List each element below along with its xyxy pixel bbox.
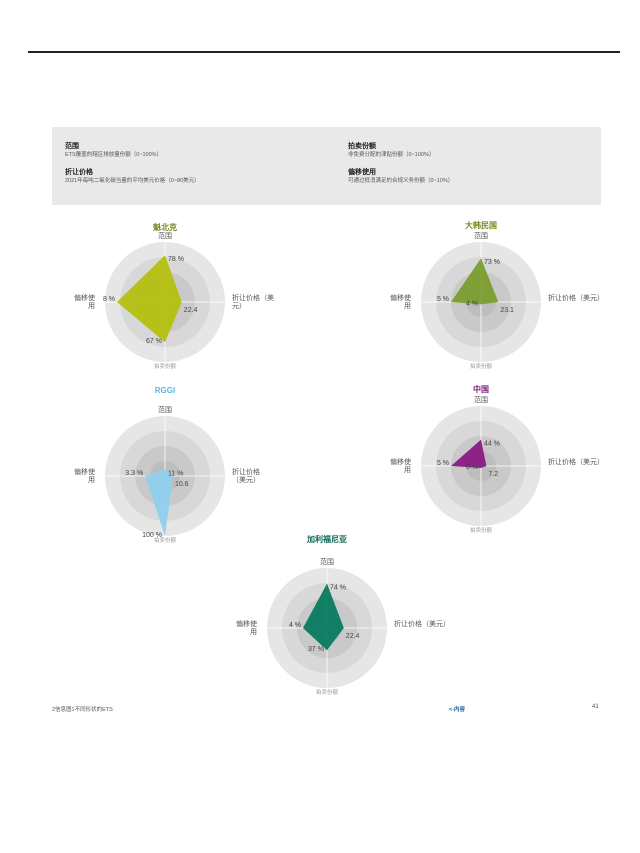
value-label: 23.1 — [500, 307, 514, 314]
axis-label-offset: 偏移使用 — [74, 293, 95, 310]
axis-label-scope: 范围 — [474, 231, 488, 240]
legend-item-price: 折让价格 2021年每吨二氧化碳当量的平均美元价格（0~80美元） — [65, 168, 325, 185]
chart-title: RGGI — [155, 386, 175, 395]
value-label: 67 % — [146, 338, 162, 345]
axis-label-price: 折让价格（美元） — [232, 293, 274, 310]
legend-item-auction: 拍卖份额 非免费分配的津贴份额（0~100%） — [348, 142, 608, 159]
chart-title: 加利福尼亚 — [306, 534, 347, 544]
axis-label-scope: 范围 — [320, 557, 334, 566]
legend-title: 拍卖份额 — [348, 143, 376, 150]
value-label: 8 % — [103, 296, 115, 303]
contents-link[interactable]: <-内容 — [449, 707, 466, 713]
legend-desc: 2021年每吨二氧化碳当量的平均美元价格（0~80美元） — [65, 178, 200, 184]
axis-label-auction: 拍卖份额 — [316, 688, 339, 696]
value-label: 4 % — [289, 622, 301, 629]
axis-label-offset: 偏移使用 — [236, 619, 257, 636]
value-label: 7.2 — [488, 471, 498, 478]
axis-label-price: 折让价格（美元） — [548, 457, 604, 466]
axis-label-scope: 范围 — [158, 405, 172, 414]
axis-label-offset: 偏移使用 — [74, 467, 95, 484]
value-label: 10.6 — [175, 481, 189, 488]
axis-label-offset: 偏移使用 — [390, 293, 411, 310]
value-label: 74 % — [330, 585, 346, 592]
radar-area — [145, 469, 173, 536]
chart-title: 魁北克 — [153, 222, 177, 232]
legend-item-scope: 范围 ETS覆盖的辖区排放量份额（0~100%） — [65, 142, 325, 159]
legend-desc: ETS覆盖的辖区排放量份额（0~100%） — [65, 152, 163, 158]
value-label: 11 % — [168, 470, 183, 477]
value-label: 100 % — [142, 532, 162, 539]
value-label: 4 % — [466, 300, 478, 307]
legend-title: 范围 — [65, 143, 79, 150]
radar-area — [303, 583, 344, 651]
axis-label-price: 折让价格（美元） — [548, 293, 604, 302]
axis-label-auction: 拍卖份额 — [470, 362, 493, 370]
radar-area — [117, 255, 182, 343]
axis-label-auction: 拍卖份额 — [154, 362, 177, 370]
legend-item-offset: 偏移使用 可通过抵消满足的合规义务份额（0~10%） — [348, 168, 608, 185]
legend-desc: 非免费分配的津贴份额（0~100%） — [348, 152, 435, 158]
radar-area — [451, 439, 487, 468]
axis-label-auction: 拍卖份额 — [470, 526, 493, 534]
value-label: 37 % — [308, 646, 324, 653]
axis-label-auction: 拍卖份额 — [154, 536, 177, 544]
chart-title: 大韩民国 — [465, 220, 497, 230]
legend-title: 折让价格 — [65, 169, 93, 176]
axis-label-price: 折让价格（美元） — [232, 467, 260, 484]
chart-title: 中国 — [473, 384, 489, 394]
page-number: 41 — [592, 704, 599, 710]
top-rule — [28, 51, 620, 53]
axis-label-scope: 范围 — [474, 395, 488, 404]
axis-label-scope: 范围 — [158, 231, 172, 240]
legend-title: 偏移使用 — [348, 169, 376, 176]
value-label: 78 % — [168, 256, 184, 263]
legend-desc: 可通过抵消满足的合规义务份额（0~10%） — [348, 178, 454, 184]
value-label: 0 % — [466, 464, 478, 471]
value-label: 73 % — [484, 259, 500, 266]
value-label: 5 % — [437, 460, 449, 467]
legend-panel: 范围 ETS覆盖的辖区排放量份额（0~100%） 拍卖份额 非免费分配的津贴份额… — [52, 127, 601, 205]
value-label: 44 % — [484, 441, 500, 448]
value-label: 5 % — [437, 296, 449, 303]
radar-area — [451, 258, 499, 305]
value-label: 22.4 — [184, 307, 198, 314]
value-label: 22.4 — [346, 633, 360, 640]
axis-label-offset: 偏移使用 — [390, 457, 411, 474]
axis-label-price: 折让价格（美元） — [394, 619, 450, 628]
footer-caption: 2信息图1不同形状的ETS — [52, 707, 113, 713]
value-label: 3.3 % — [125, 470, 143, 477]
